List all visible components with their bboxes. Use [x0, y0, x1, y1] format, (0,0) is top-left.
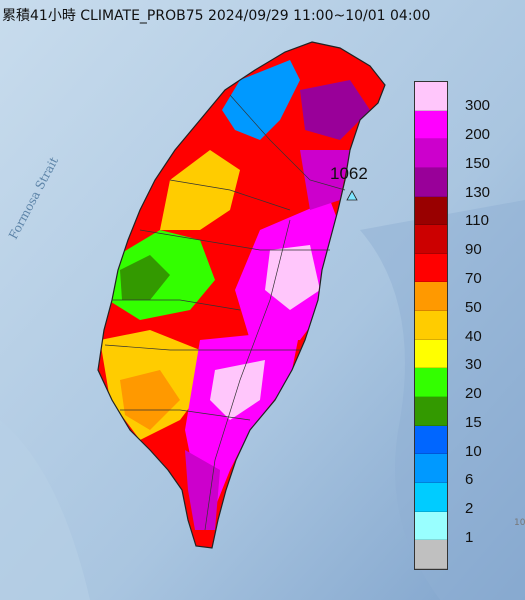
legend-label: 40: [465, 327, 482, 345]
legend-swatch: [415, 540, 447, 569]
legend-swatch: [415, 167, 447, 197]
legend-swatch: [415, 196, 447, 226]
map-title: 累積41小時 CLIMATE_PROB75 2024/09/29 11:00~1…: [2, 8, 431, 24]
legend-swatch: [415, 139, 447, 168]
legend-label: 70: [465, 269, 482, 287]
legend-label: 10: [465, 442, 482, 460]
legend-swatch: [415, 225, 447, 254]
legend-swatch: [415, 282, 447, 312]
legend-label: 2: [465, 500, 474, 518]
ocean-ridge: [0, 420, 90, 600]
legend-label: 20: [465, 385, 482, 403]
legend-label: 200: [465, 126, 491, 144]
legend-swatch: [415, 311, 447, 340]
legend-swatch: [415, 339, 447, 369]
legend-label: 110: [465, 212, 489, 230]
county-boundaries: [104, 94, 346, 531]
legend-swatch: [415, 110, 447, 140]
legend-swatch: [415, 425, 447, 455]
legend-label: 130: [465, 183, 491, 201]
legend-label: 150: [465, 154, 491, 172]
legend-swatch: [415, 82, 447, 111]
legend-swatch: [415, 511, 447, 541]
legend-label: 6: [465, 471, 474, 489]
legend-swatch: [415, 368, 447, 398]
legend-label: 90: [465, 241, 482, 259]
legend-label: 1: [465, 528, 474, 546]
max-station-value: 1062: [330, 164, 368, 183]
legend-swatch: [415, 397, 447, 426]
legend-label: 50: [465, 298, 482, 316]
legend-label: 300: [465, 97, 491, 115]
legend-swatch: [415, 454, 447, 483]
taiwan-coastline: [97, 41, 386, 549]
max-station-marker: [346, 190, 358, 201]
legend-color-bar: [414, 81, 448, 570]
corner-mark: 10: [514, 518, 525, 528]
legend-swatch: [415, 253, 447, 283]
legend-label: 15: [465, 413, 482, 431]
legend-label: 30: [465, 356, 482, 374]
legend-swatch: [415, 482, 447, 512]
